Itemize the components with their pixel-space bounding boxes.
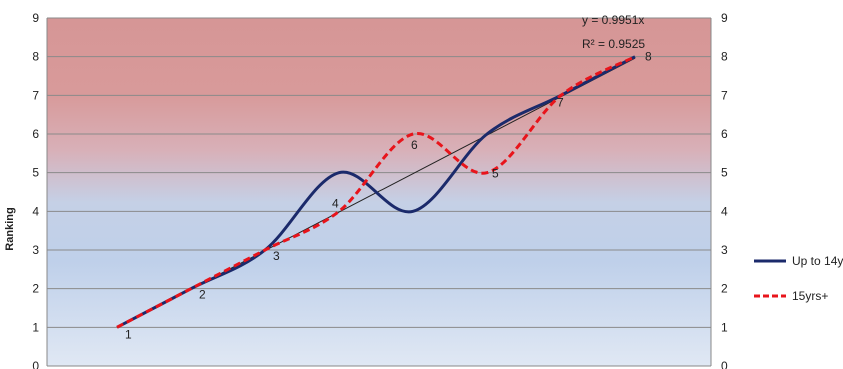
y-tick-label-right: 4 [721,204,728,218]
y-tick-label-left: 5 [32,166,39,180]
legend-label: Up to 14yrs [792,254,843,268]
series-line-up-to-14yrs [116,55,636,329]
y-tick-label-right: 7 [721,88,728,102]
y-tick-label-left: 9 [32,11,39,25]
point-label: 7 [557,95,564,109]
y-tick-label-left: 1 [32,320,39,334]
y-tick-label-right: 5 [721,166,728,180]
left-tick-labels: 0 1 2 3 4 5 6 7 8 9 [32,11,39,369]
point-label: 3 [273,249,280,263]
legend-label: 15yrs+ [792,289,828,303]
y-axis-label: Ranking [4,207,16,250]
y-tick-label-left: 3 [32,243,39,257]
trendline-r-squared: R² = 0.9525 [582,37,645,51]
y-tick-label-right: 6 [721,127,728,141]
y-tick-label-right: 0 [721,359,728,369]
y-tick-label-left: 0 [32,359,39,369]
y-tick-label-left: 6 [32,127,39,141]
y-tick-label-right: 9 [721,11,728,25]
point-label: 4 [332,196,339,210]
point-label: 2 [199,288,206,302]
trendline-equation: y = 0.9951x [582,13,644,27]
point-label: 8 [645,50,652,64]
series-layer [116,55,636,329]
point-label: 6 [411,138,418,152]
y-tick-label-right: 3 [721,243,728,257]
y-tick-label-right: 1 [721,320,728,334]
y-tick-label-left: 4 [32,204,39,218]
point-label: 1 [125,327,132,341]
y-tick-label-left: 7 [32,88,39,102]
right-tick-labels: 0 1 2 3 4 5 6 7 8 9 [721,11,728,369]
point-label: 5 [492,167,499,181]
gridlines [47,17,711,328]
series-line-15yrs-plus [116,55,636,329]
point-labels: 1 2 3 4 5 6 7 8 [125,50,652,342]
y-tick-label-left: 2 [32,282,39,296]
y-tick-label-right: 2 [721,282,728,296]
y-tick-label-left: 8 [32,50,39,64]
legend: Up to 14yrs 15yrs+ [754,254,843,303]
y-tick-label-right: 8 [721,50,728,64]
